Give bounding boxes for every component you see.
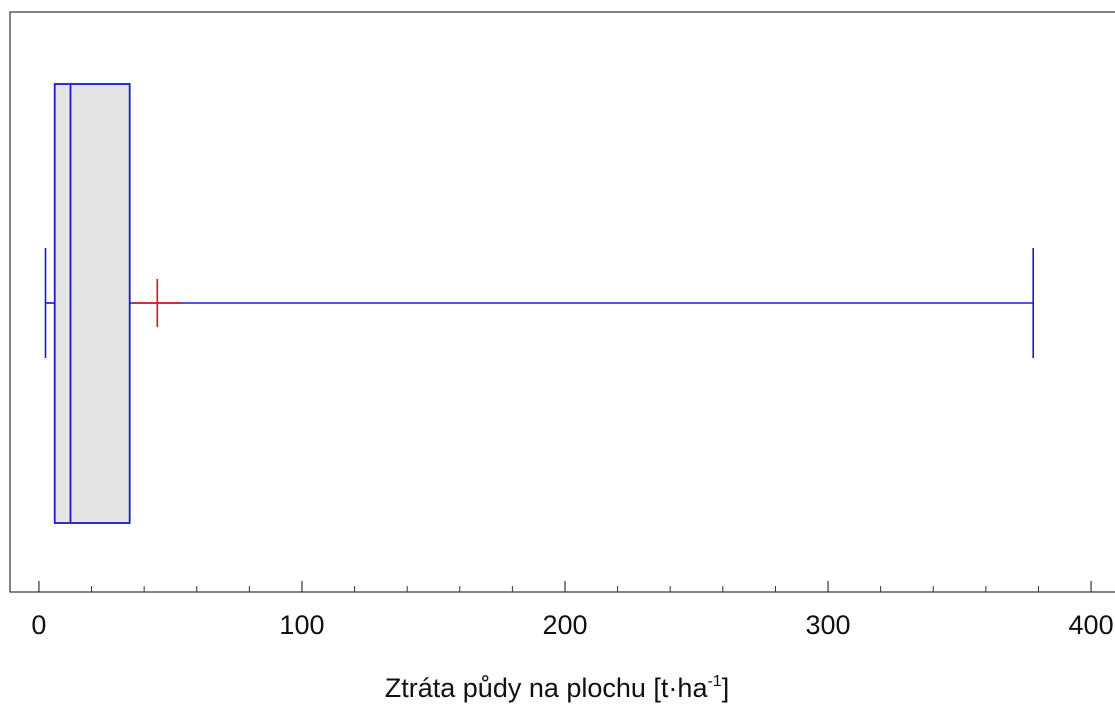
- x-tick-label: 0: [31, 610, 46, 640]
- x-axis-label-superscript: -1: [707, 673, 721, 690]
- iqr-box: [53, 83, 131, 524]
- box-and-whiskers: [44, 83, 1034, 524]
- plot-area-frame: [9, 11, 1115, 593]
- x-tick-label: 300: [806, 610, 851, 640]
- x-axis-label-suffix: ]: [722, 673, 730, 703]
- x-axis-tick-labels: 0 100 200 300 400: [31, 610, 1113, 640]
- x-axis-ticks: [38, 581, 1092, 592]
- x-tick-label: 100: [279, 610, 324, 640]
- x-tick-label: 200: [542, 610, 587, 640]
- x-tick-label: 400: [1069, 610, 1114, 640]
- x-axis-label-main: Ztráta půdy na plochu [t·ha: [385, 673, 709, 703]
- x-axis-label: Ztráta půdy na plochu [t·ha-1]: [385, 673, 729, 703]
